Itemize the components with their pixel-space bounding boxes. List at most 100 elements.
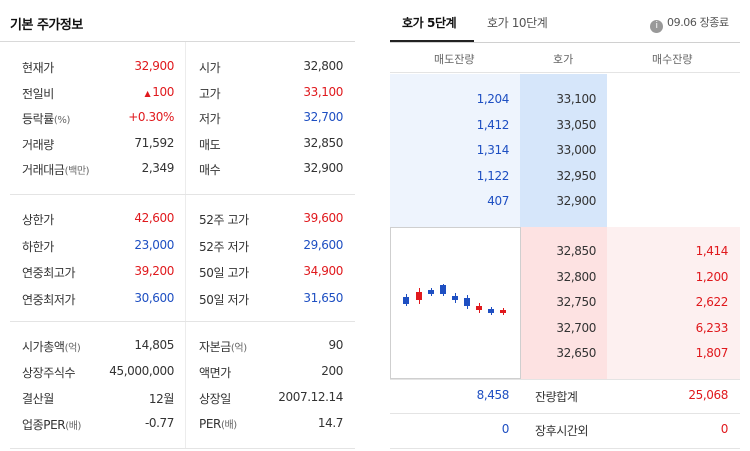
info-label-text: 시가: [199, 61, 221, 75]
info-label: 연중최고가: [22, 264, 76, 281]
info-value: 200: [321, 364, 343, 378]
ask-price[interactable]: 33,050: [556, 117, 596, 132]
info-label: 상한가: [22, 211, 54, 228]
ask-volume-area: [390, 74, 520, 227]
info-label-unit: (억): [64, 343, 81, 354]
info-value: +0.30%: [128, 110, 174, 124]
ask-volume: 1,204: [476, 92, 510, 106]
active-tab-indicator: [390, 40, 474, 43]
section-divider: [10, 448, 355, 449]
info-value: 32,850: [303, 135, 343, 150]
info-label-text: 52주 저가: [199, 239, 249, 254]
info-value: 2,349: [142, 161, 175, 175]
tab-10-levels[interactable]: 호가 10단계: [487, 16, 548, 30]
info-row: 하한가 23,000 52주 저가 29,600: [0, 238, 355, 263]
info-row: 연중최고가 39,200 50일 고가 34,900: [0, 264, 355, 289]
tab-5-levels[interactable]: 호가 5단계: [402, 16, 457, 30]
info-label-text: 전일비: [22, 86, 54, 101]
info-value: 14.7: [317, 416, 344, 430]
info-label: 액면가: [199, 364, 231, 381]
bid-price[interactable]: 32,850: [556, 244, 596, 258]
info-value: 45,000,000: [109, 364, 174, 378]
total-bid-volume: 25,068: [688, 388, 728, 402]
info-value-text: +0.30%: [128, 110, 174, 124]
mini-candle-chart: [390, 227, 521, 379]
info-label: 결산월: [22, 390, 54, 407]
info-value: 30,600: [134, 291, 174, 305]
info-row: 연중최저가 30,600 50일 저가 31,650: [0, 291, 355, 316]
info-value: 42,600: [134, 211, 174, 225]
up-triangle-icon: ▲: [144, 88, 151, 98]
ask-price[interactable]: 33,000: [556, 143, 596, 157]
ask-volume: 1,122: [476, 168, 510, 183]
bid-price[interactable]: 32,750: [556, 295, 596, 309]
tab-divider: [390, 42, 740, 43]
bid-price[interactable]: 32,650: [556, 346, 596, 360]
candle: [403, 297, 409, 304]
info-label: 상장일: [199, 390, 231, 407]
info-label-text: 거래량: [22, 137, 54, 152]
info-value: 39,200: [134, 264, 174, 278]
info-label: 50일 저가: [199, 291, 249, 308]
info-value: 33,100: [303, 84, 343, 99]
orderbook-panel: 호가 5단계 호가 10단계 i 09.06 장종료 매도잔량 호가 매수잔량: [390, 0, 740, 451]
bid-volume: 1,200: [695, 269, 729, 284]
info-label-text: 고가: [199, 86, 221, 101]
header-price: 호가: [553, 53, 574, 66]
info-label-text: 하한가: [22, 239, 54, 254]
info-value-text: 71,592: [134, 135, 174, 150]
info-value: 23,000: [134, 238, 174, 252]
info-label: 고가: [199, 85, 221, 102]
info-value: 90: [328, 338, 344, 352]
info-value: 2007.12.14: [278, 390, 343, 404]
info-label-text: 연중최저가: [22, 292, 76, 307]
info-label: 매수: [199, 161, 221, 178]
info-value: 31,650: [303, 290, 343, 305]
total-label: 잔량합계: [535, 390, 578, 404]
summary-divider: [390, 379, 740, 380]
info-label-unit: (%): [53, 115, 71, 126]
ask-volume: 407: [487, 194, 509, 208]
ask-price[interactable]: 33,100: [556, 92, 596, 106]
info-label: 시가: [199, 59, 221, 76]
info-label-text: 업종PER: [22, 418, 66, 432]
info-row: 거래량 71,592 매도 32,850: [0, 136, 355, 161]
bid-price-area: [520, 227, 607, 379]
candle: [416, 292, 422, 300]
info-value-text: 100: [152, 84, 174, 99]
info-label: 시가총액(억): [22, 338, 81, 355]
bid-price[interactable]: 32,800: [556, 269, 596, 284]
info-label-text: PER: [199, 417, 221, 431]
info-label-text: 50일 저가: [199, 292, 249, 307]
candle: [464, 298, 470, 306]
column-divider: [185, 42, 186, 194]
info-label: 52주 고가: [199, 211, 249, 228]
summary-divider: [390, 448, 740, 449]
info-value: 32,700: [303, 110, 343, 124]
info-value: 32,900: [134, 59, 174, 73]
ask-price[interactable]: 32,900: [556, 194, 596, 208]
info-label-text: 결산월: [22, 392, 54, 406]
afterhours-label: 장후시간외: [535, 424, 589, 438]
info-row: 결산월 12월 상장일 2007.12.14: [0, 390, 355, 415]
info-value-text: -0.77: [144, 416, 174, 430]
info-label: 현재가: [22, 59, 54, 76]
info-row: 등락률(%) +0.30% 저가 32,700: [0, 110, 355, 135]
info-label: 전일비: [22, 85, 54, 102]
info-row: 거래대금(백만) 2,349 매수 32,900: [0, 161, 355, 186]
column-divider: [185, 322, 186, 448]
info-row: 업종PER(배) -0.77 PER(배) 14.7: [0, 416, 355, 441]
info-icon[interactable]: i: [650, 20, 663, 33]
info-value: 29,600: [303, 237, 343, 252]
bid-price[interactable]: 32,700: [556, 320, 596, 335]
info-value: -0.77: [145, 416, 174, 430]
bid-volume: 1,414: [695, 244, 729, 258]
panel-title: 기본 주가정보: [10, 18, 83, 33]
section-divider: [10, 321, 355, 322]
info-value: 34,900: [303, 264, 343, 278]
ask-price[interactable]: 32,950: [556, 168, 596, 183]
info-value-text: 39,200: [134, 264, 174, 278]
market-status: i 09.06 장종료: [650, 14, 729, 33]
candle: [500, 310, 506, 313]
info-label-text: 52주 고가: [199, 213, 249, 227]
